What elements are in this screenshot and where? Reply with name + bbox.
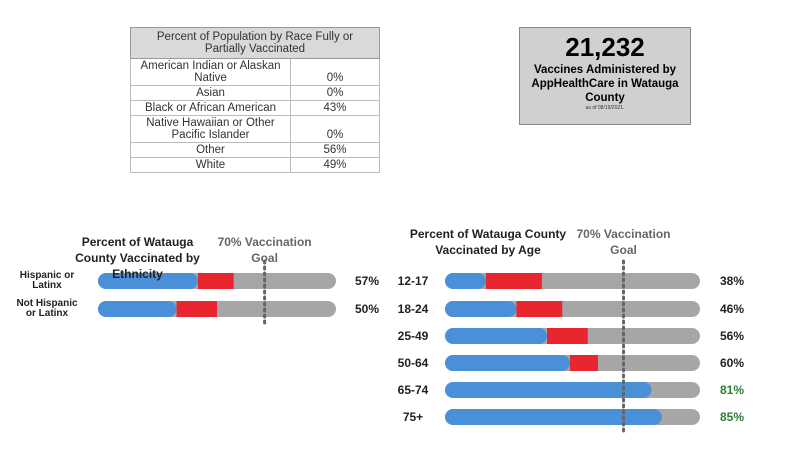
bar-segment bbox=[516, 301, 563, 317]
bar-segment bbox=[176, 301, 217, 317]
race-value: 56% bbox=[290, 142, 380, 158]
value-label: 60% bbox=[720, 356, 745, 370]
category-label: 12-17 bbox=[397, 274, 429, 288]
bar-segment bbox=[445, 328, 547, 344]
category-label: 75+ bbox=[402, 410, 424, 424]
table-row: White 49% bbox=[130, 157, 380, 173]
race-value: 0% bbox=[290, 115, 380, 143]
category-label: 65-74 bbox=[397, 383, 429, 397]
bar-segment bbox=[445, 382, 652, 398]
race-table: Percent of Population by Race Fully or P… bbox=[130, 27, 380, 173]
bar-segment bbox=[98, 301, 177, 317]
bar-segment bbox=[569, 355, 598, 371]
bar-segment bbox=[445, 355, 570, 371]
goal-label: 70% Vaccination Goal bbox=[576, 227, 671, 257]
stat-note: as of 08/19/2021. bbox=[585, 105, 625, 111]
race-label: White bbox=[130, 157, 291, 173]
race-value: 0% bbox=[290, 58, 380, 86]
table-title: Percent of Population by Race Fully or P… bbox=[130, 27, 380, 59]
category-label: Hispanic or Latinx bbox=[19, 270, 75, 291]
race-label: Black or African American bbox=[130, 100, 291, 116]
table-row: American Indian or Alaskan Native 0% bbox=[130, 58, 380, 86]
table-row: Other 56% bbox=[130, 142, 380, 158]
table-row: Black or African American 43% bbox=[130, 100, 380, 116]
chart-title: Percent of Watauga County Vaccinated by … bbox=[409, 227, 567, 257]
race-value: 49% bbox=[290, 157, 380, 173]
value-label: 57% bbox=[355, 274, 380, 288]
value-label: 56% bbox=[720, 329, 745, 343]
value-label: 81% bbox=[720, 383, 745, 397]
value-label: 46% bbox=[720, 302, 745, 316]
category-label: 50-64 bbox=[397, 356, 429, 370]
bar-segment bbox=[485, 273, 542, 289]
category-label: 18-24 bbox=[397, 302, 429, 316]
value-label: 85% bbox=[720, 410, 745, 424]
bar-segment bbox=[547, 328, 588, 344]
goal-label: 70% Vaccination Goal bbox=[217, 235, 312, 265]
bar-segment bbox=[98, 273, 198, 289]
chart-title: Percent of Watauga County Vaccinated by … bbox=[75, 235, 200, 281]
value-label: 50% bbox=[355, 302, 380, 316]
table-row: Native Hawaiian or Other Pacific Islande… bbox=[130, 115, 380, 143]
stat-value: 21,232 bbox=[565, 32, 645, 62]
stat-box: 21,232 Vaccines Administered by AppHealt… bbox=[519, 27, 691, 125]
race-value: 0% bbox=[290, 85, 380, 101]
table-row: Asian 0% bbox=[130, 85, 380, 101]
bar-segment bbox=[445, 301, 517, 317]
bar-segment bbox=[445, 273, 486, 289]
bar-segment bbox=[197, 273, 234, 289]
bar-segment bbox=[445, 409, 662, 425]
race-label: Native Hawaiian or Other Pacific Islande… bbox=[130, 115, 291, 143]
value-label: 38% bbox=[720, 274, 745, 288]
category-label: 25-49 bbox=[397, 329, 429, 343]
stat-label: Vaccines Administered by AppHealthCare i… bbox=[531, 64, 679, 104]
category-label: Not Hispanic or Latinx bbox=[16, 298, 78, 319]
